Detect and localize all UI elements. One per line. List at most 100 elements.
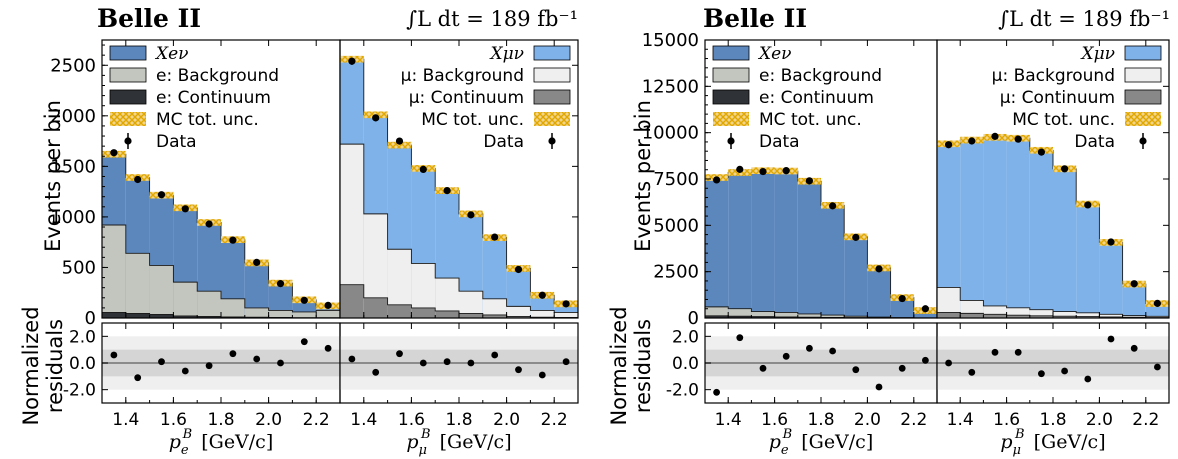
data-point: [253, 258, 261, 266]
background-bar: [1099, 314, 1123, 318]
residual-point: [300, 338, 308, 346]
data-point: [991, 132, 999, 140]
signal-bar: [890, 297, 914, 318]
background-bar: [705, 306, 729, 318]
background-bar: [387, 249, 412, 318]
background-bar: [340, 144, 364, 318]
residual-point: [922, 356, 929, 364]
residual-y-tick-label: 2.0: [672, 327, 699, 347]
legend-label-unc: MC tot. unc.: [1012, 110, 1115, 130]
continuum-bar: [960, 313, 984, 318]
legend-label-continuum: e: Continuum: [156, 88, 271, 108]
x-tick-label: 1.4: [350, 410, 377, 430]
y-tick-label: 12500: [642, 76, 699, 97]
signal-bar: [867, 267, 891, 318]
y-tick-label: 2500: [653, 262, 699, 283]
legend-swatch-data-point: [548, 137, 556, 145]
data-point: [110, 149, 118, 157]
residual-panel: [936, 322, 1170, 404]
residual-point: [110, 351, 118, 359]
residual-point: [852, 366, 860, 374]
x-tick-label: 2.2: [1132, 410, 1159, 430]
data-point: [300, 296, 308, 304]
x-axis-label: pμB [GeV/c]: [406, 427, 511, 458]
background-bar: [244, 307, 269, 318]
residual-point: [515, 366, 522, 374]
signal-bar: [960, 140, 984, 318]
residual-point: [467, 359, 475, 367]
x-tick-label: 1.6: [993, 410, 1020, 430]
legend-label-background: μ: Background: [992, 66, 1115, 86]
data-point: [229, 236, 237, 244]
x-axis-label: pμB [GeV/c]: [1000, 427, 1105, 458]
residual-point: [759, 364, 767, 372]
legend-swatch-uncertainty: [713, 112, 749, 126]
continuum-bar: [937, 312, 961, 318]
residual-point: [1061, 367, 1068, 375]
data-point: [443, 187, 451, 195]
legend-swatch-background: [533, 67, 571, 83]
x-tick-label: 2.2: [900, 410, 927, 430]
legend-label-background: μ: Background: [401, 66, 524, 86]
legend-swatch-uncertainty: [534, 112, 570, 126]
data-point: [1153, 299, 1161, 307]
background-bar: [774, 312, 798, 318]
residual-point: [1154, 363, 1161, 371]
experiment-label: Belle II: [703, 4, 807, 33]
residual-point: [898, 364, 906, 372]
legend-label-unc: MC tot. unc.: [759, 110, 862, 130]
x-tick-label: 2.0: [255, 410, 282, 430]
continuum-bar: [983, 314, 1007, 318]
y-tick-label: 1500: [50, 156, 96, 177]
signal-bar: [1076, 204, 1100, 318]
x-tick-label: 1.8: [807, 410, 834, 430]
continuum-bar: [728, 316, 752, 318]
data-point: [419, 165, 427, 173]
background-outline: [936, 286, 1170, 318]
data-point: [805, 177, 814, 185]
legend-swatch-signal: [1124, 45, 1162, 61]
background-bar: [530, 310, 555, 318]
data-point: [875, 265, 883, 273]
residual-axis-label-line2: residuals: [631, 319, 655, 413]
legend-swatch-data-point: [727, 137, 735, 145]
legend-swatch-data-point: [124, 137, 132, 145]
data-point: [491, 233, 499, 241]
signal-bar: [1122, 284, 1146, 318]
continuum-bar: [102, 312, 126, 318]
y-tick-label: 7500: [653, 169, 699, 190]
legend-label-unc: MC tot. unc.: [156, 110, 259, 130]
residual-point: [277, 359, 284, 367]
continuum-bar: [363, 297, 388, 318]
x-tick-label: 1.6: [160, 410, 187, 430]
signal-bar: [244, 262, 269, 318]
signal-bar: [821, 205, 845, 318]
legend-label-unc: MC tot. unc.: [421, 110, 524, 130]
data-point: [538, 291, 546, 299]
legend-swatch-signal: [109, 45, 147, 61]
legend-swatch-signal: [712, 45, 750, 61]
continuum-bar: [751, 316, 775, 318]
legend-swatch-uncertainty: [1125, 112, 1161, 126]
background-bar: [506, 306, 531, 318]
background-bar: [459, 291, 483, 318]
legend-label-continuum: μ: Continuum: [409, 88, 524, 108]
continuum-bar: [506, 316, 531, 318]
residual-axis-label-line1: Normalized: [19, 306, 43, 425]
data-point: [205, 220, 213, 228]
continuum-bar: [411, 307, 436, 318]
x-tick-label: 1.4: [112, 410, 139, 430]
residual-point: [991, 348, 999, 356]
residual-point: [396, 350, 403, 358]
residual-point: [829, 347, 836, 355]
signal-bar: [728, 172, 752, 318]
background-bar: [728, 308, 752, 318]
signal-bar: [797, 181, 821, 318]
data-point: [134, 175, 142, 184]
x-tick-label: 2.0: [854, 410, 881, 430]
data-point: [713, 176, 721, 184]
background-bar: [937, 287, 961, 318]
signal-bar: [844, 236, 868, 318]
